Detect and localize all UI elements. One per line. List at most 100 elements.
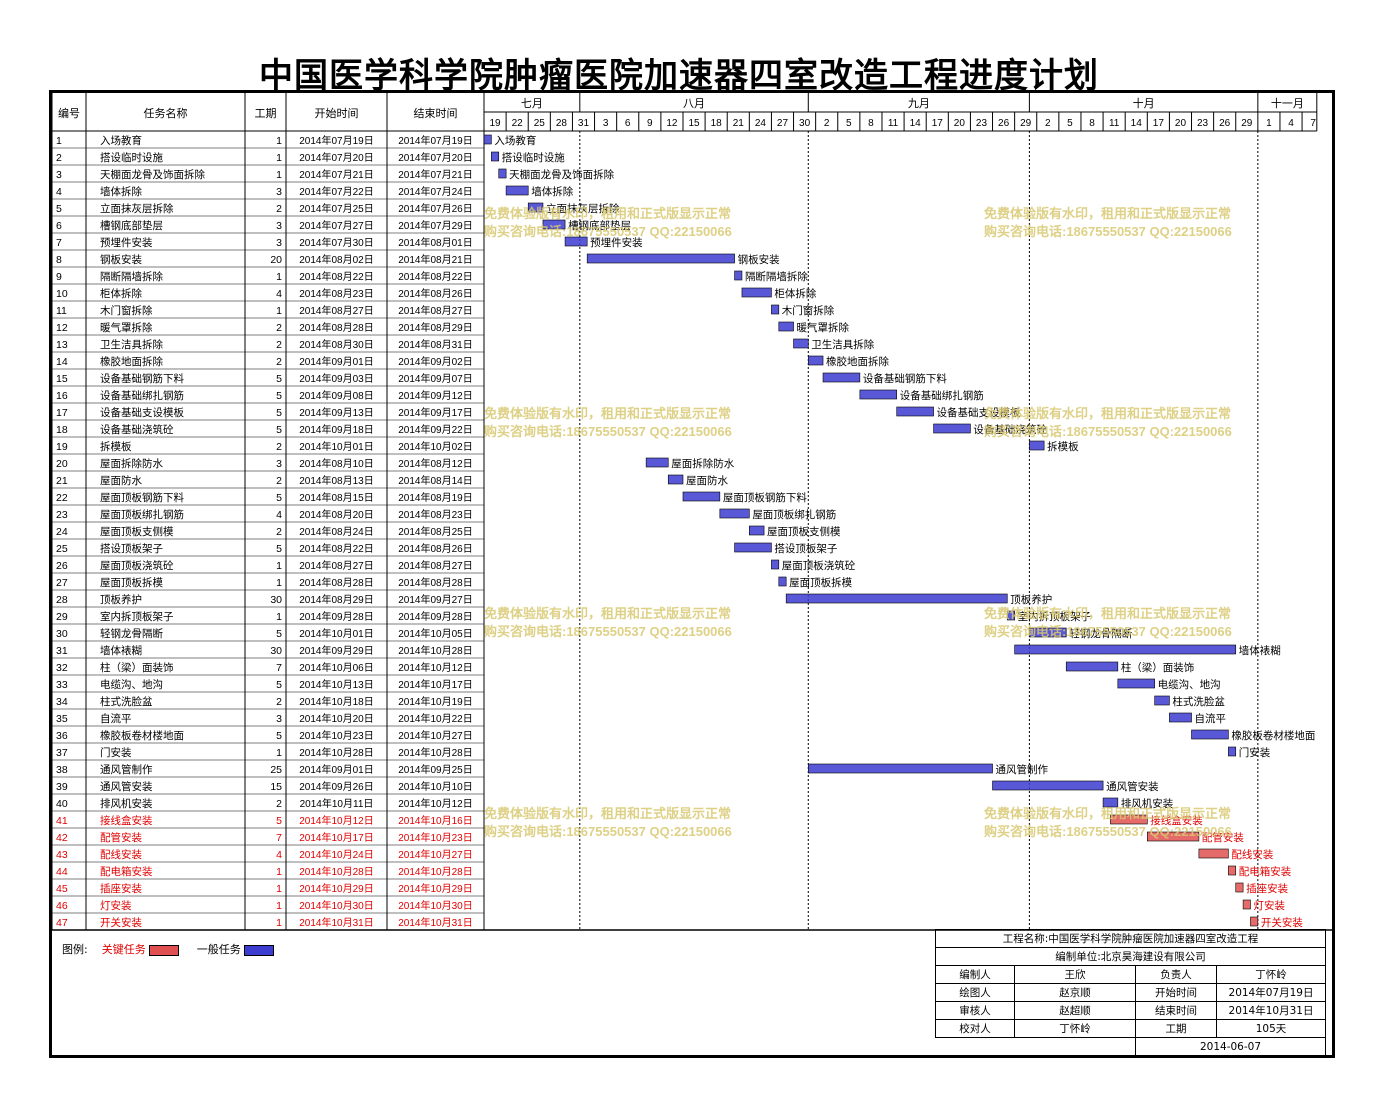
watermark-line1: 免费体验版有水印，租用和正式版显示正常: [984, 206, 1231, 221]
task-start: 2014年08月22日: [299, 270, 374, 283]
task-start: 2014年08月23日: [299, 287, 374, 300]
task-start: 2014年07月22日: [299, 185, 374, 198]
gantt-bar-label: 天棚面龙骨及饰面拆除: [509, 168, 614, 181]
gantt-bar-label: 柱（梁）面装饰: [1121, 661, 1195, 674]
day-tick-label: 29: [1241, 118, 1253, 129]
task-duration: 1: [276, 917, 282, 929]
gantt-bar: [1235, 882, 1244, 893]
task-id: 21: [56, 475, 68, 487]
task-id: 40: [56, 798, 68, 810]
task-end: 2014年10月02日: [398, 440, 473, 453]
task-start: 2014年07月19日: [299, 134, 374, 147]
task-end: 2014年10月12日: [398, 797, 473, 810]
watermark-line2: 购买咨询电话:18675550537 QQ:22150066: [484, 624, 732, 639]
info-cell: 工期: [1135, 1019, 1217, 1038]
day-tick-label: 11: [888, 118, 899, 129]
task-id: 22: [56, 492, 68, 504]
gantt-bar: [564, 236, 588, 247]
task-name: 屋面顶板浇筑砼: [100, 559, 174, 572]
column-header: 工期: [255, 107, 277, 120]
gantt-bar: [542, 219, 566, 230]
gantt-bar: [1198, 848, 1229, 859]
day-tick-label: 11: [1109, 118, 1120, 129]
gantt-bar-label: 开关安装: [1261, 916, 1303, 929]
task-end: 2014年10月17日: [398, 678, 473, 691]
gantt-bar: [1191, 729, 1229, 740]
task-end: 2014年07月20日: [398, 151, 473, 164]
gantt-bar-label: 配电箱安装: [1239, 865, 1292, 878]
task-start: 2014年10月12日: [299, 814, 374, 827]
task-duration: 2: [276, 798, 282, 810]
gantt-bar-label: 隔断隔墙拆除: [745, 270, 808, 283]
task-duration: 1: [276, 611, 282, 623]
task-end: 2014年10月27日: [398, 729, 473, 742]
gantt-frame: 编号 任务名称 工期 开始时间 结束时间 七月 八月 九月 十月 十一月 19 22 25 28 31 3 6 9…: [49, 90, 1335, 1058]
task-duration: 1: [276, 560, 282, 572]
task-name: 配线安装: [100, 848, 142, 861]
gantt-bar-label: 钢板安装: [738, 253, 780, 266]
task-id: 32: [56, 662, 68, 674]
task-start: 2014年10月31日: [299, 916, 374, 929]
task-end: 2014年08月31日: [398, 338, 473, 351]
info-cell: 编制人: [935, 965, 1015, 984]
task-start: 2014年10月01日: [299, 440, 374, 453]
gantt-bar: [734, 542, 772, 553]
task-start: 2014年10月28日: [299, 746, 374, 759]
task-start: 2014年10月28日: [299, 865, 374, 878]
task-duration: 1: [276, 577, 282, 589]
task-duration: 7: [276, 662, 282, 674]
day-tick-label: 23: [976, 118, 988, 129]
task-duration: 1: [276, 152, 282, 164]
day-tick-label: 25: [534, 118, 546, 129]
task-duration: 3: [276, 713, 282, 725]
gantt-bar-label: 设备基础钢筋下料: [863, 372, 947, 385]
page-title: 中国医学科学院肿瘤医院加速器四室改造工程进度计划: [259, 56, 1099, 96]
task-start: 2014年09月26日: [299, 780, 374, 793]
task-name: 钢板安装: [100, 253, 142, 266]
day-tick-label: 14: [1131, 118, 1143, 129]
month-label: 十月: [1133, 96, 1155, 110]
gantt-bar: [734, 270, 743, 281]
info-cell: 2014年07月19日: [1216, 983, 1326, 1002]
task-end: 2014年08月23日: [398, 508, 473, 521]
gantt-bar: [1014, 644, 1237, 655]
task-start: 2014年07月25日: [299, 202, 374, 215]
task-end: 2014年08月27日: [398, 559, 473, 572]
task-duration: 1: [276, 747, 282, 759]
task-name: 接线盒安装: [100, 814, 153, 827]
gantt-bar: [1065, 661, 1119, 672]
task-end: 2014年07月21日: [398, 168, 473, 181]
task-name: 室内拆顶板架子: [100, 610, 174, 623]
task-name: 屋面防水: [100, 474, 142, 487]
gantt-bar: [778, 321, 794, 332]
gantt-bar: [1147, 831, 1200, 842]
day-tick-label: 24: [755, 118, 767, 129]
task-duration: 4: [276, 849, 282, 861]
gantt-bar-label: 暖气罩拆除: [797, 321, 850, 334]
task-id: 30: [56, 628, 68, 640]
task-start: 2014年10月23日: [299, 729, 374, 742]
day-tick-label: 2: [1045, 118, 1051, 129]
gantt-bar: [645, 457, 669, 468]
task-name: 搭设临时设施: [100, 151, 163, 164]
info-date: 2014-06-07: [1135, 1037, 1326, 1056]
gantt-bar: [483, 134, 492, 145]
task-end: 2014年10月29日: [398, 882, 473, 895]
task-start: 2014年08月27日: [299, 559, 374, 572]
task-id: 14: [56, 356, 68, 368]
info-cell: 审核人: [935, 1001, 1015, 1020]
gantt-bar: [859, 389, 898, 400]
gantt-bar-label: 柜体拆除: [774, 287, 816, 300]
gantt-bar: [498, 168, 507, 179]
gantt-bar-label: 设备基础浇筑砼: [973, 423, 1047, 436]
task-end: 2014年08月01日: [398, 236, 473, 249]
day-tick-label: 6: [625, 118, 631, 129]
task-start: 2014年09月18日: [299, 423, 374, 436]
task-end: 2014年08月26日: [398, 542, 473, 555]
task-start: 2014年10月13日: [299, 678, 374, 691]
task-id: 13: [56, 339, 68, 351]
project-name-cell: 工程名称:中国医学科学院肿瘤医院加速器四室改造工程: [935, 929, 1326, 948]
month-label: 八月: [683, 98, 705, 110]
gantt-bar-label: 墙体裱糊: [1239, 644, 1281, 657]
task-end: 2014年10月16日: [398, 814, 473, 827]
